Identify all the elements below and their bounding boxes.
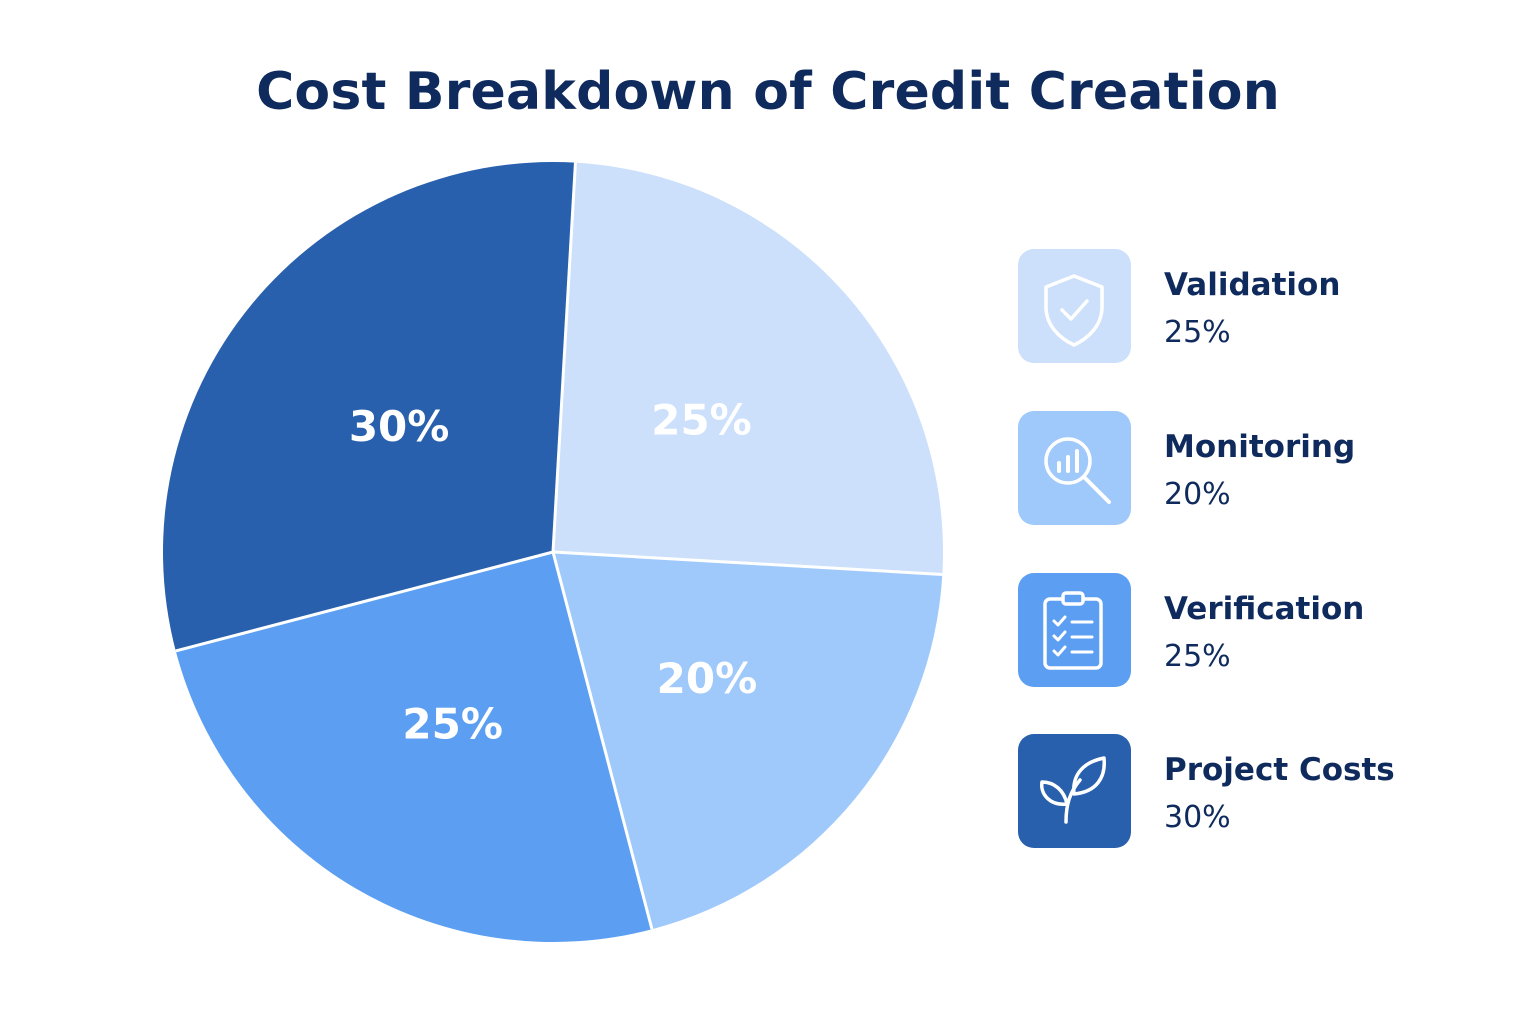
pie-label-validation: 25% [651, 396, 752, 445]
legend-swatch-monitoring [1018, 411, 1131, 525]
legend-swatch-verification [1018, 573, 1131, 687]
pie-slice-validation [553, 162, 943, 575]
legend-item-verification: Verification 25% [1018, 573, 1438, 687]
pie-label-verification: 25% [402, 700, 503, 749]
pie-slice-project-costs [162, 161, 576, 651]
pie-slices [162, 161, 943, 943]
legend-item-monitoring: Monitoring 20% [1018, 411, 1438, 525]
pie-labels: 25% 20% 25% 30% [349, 396, 757, 749]
legend-value-project-costs: 30% [1164, 800, 1231, 835]
pie-label-project-costs: 30% [349, 402, 450, 451]
legend-value-verification: 25% [1164, 639, 1231, 674]
legend-label-project-costs: Project Costs [1164, 752, 1395, 788]
pie-slice-monitoring [553, 552, 943, 930]
pie-chart: 25% 20% 25% 30% [162, 161, 943, 943]
sprout-icon [1040, 756, 1106, 824]
pie-separator [175, 550, 554, 653]
legend-label-verification: Verification [1164, 591, 1365, 627]
pie-separator [552, 550, 943, 576]
pie-label-monitoring: 20% [657, 654, 758, 703]
pie-separator [551, 162, 577, 553]
shield-check-icon [1044, 274, 1104, 347]
chart-title: Cost Breakdown of Credit Creation [256, 62, 1280, 122]
legend-label-monitoring: Monitoring [1164, 429, 1356, 465]
legend-value-validation: 25% [1164, 315, 1231, 350]
legend-swatch-validation [1018, 249, 1131, 363]
pie-separator [551, 551, 654, 930]
pie-slice-verification [175, 552, 652, 943]
legend-item-validation: Validation 25% [1018, 249, 1438, 363]
legend-item-project-costs: Project Costs 30% [1018, 734, 1438, 848]
legend-value-monitoring: 20% [1164, 477, 1231, 512]
clipboard-checklist-icon [1043, 591, 1103, 670]
legend-label-validation: Validation [1164, 267, 1341, 303]
legend-swatch-project-costs [1018, 734, 1131, 848]
magnifier-chart-icon [1044, 437, 1111, 504]
